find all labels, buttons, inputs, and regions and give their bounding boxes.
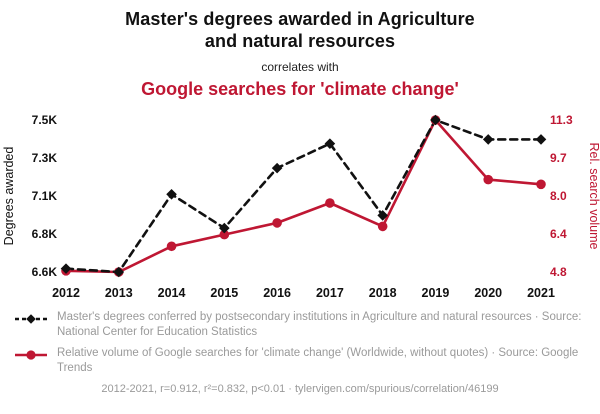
chart-header: Master's degrees awarded in Agriculture a… (0, 9, 600, 100)
data-point-marker (113, 266, 125, 278)
right-axis-tick-label: 11.3 (550, 113, 573, 127)
title-line-1: Master's degrees awarded in Agriculture (125, 9, 475, 29)
line-chart: 7.5K 11.3 7.3K 9.7 7.1K 8.0 6.8K 6.4 6.6K 4.8 2012… (2, 113, 600, 300)
right-axis-title: Rel. search volume (587, 142, 600, 249)
legend-text: Master's degrees conferred by postsecond… (57, 310, 582, 339)
data-point-marker (166, 188, 177, 200)
legend-item: Master's degrees conferred by postsecond… (14, 310, 586, 340)
right-axis-tick-label: 4.8 (550, 265, 567, 279)
left-axis-tick-label: 6.8K (32, 227, 58, 241)
data-point-marker (219, 229, 230, 240)
right-axis-tick-label: 6.4 (550, 227, 567, 241)
left-axis-tick-label: 6.6K (32, 265, 58, 279)
data-point-marker (166, 241, 177, 251)
series-line (64, 118, 543, 274)
x-axis-tick-label: 2015 (210, 286, 238, 300)
chart-area: 7.5K 11.3 7.3K 9.7 7.1K 8.0 6.8K 6.4 6.6K 4.8 2012… (0, 104, 600, 306)
legend-text: Relative volume of Google searches for '… (57, 347, 579, 375)
right-axis-tick-label: 8.0 (550, 189, 567, 203)
left-axis-tick-label: 7.1K (32, 189, 58, 203)
data-point-marker (483, 174, 494, 185)
data-point-marker (272, 217, 282, 228)
data-point-marker (377, 221, 388, 232)
left-axis-tick-label: 7.3K (32, 151, 58, 165)
x-axis-tick-label: 2014 (158, 286, 186, 300)
x-axis-tick-label: 2012 (52, 286, 80, 300)
x-axis-tick-label: 2021 (527, 286, 555, 300)
series-line (64, 118, 543, 274)
data-point-marker (325, 198, 335, 208)
title-line-2: and natural resources (204, 30, 396, 51)
x-axis-tick-label: 2018 (369, 286, 397, 300)
correlates-with-label: correlates with (261, 59, 339, 74)
data-point-marker (482, 134, 494, 145)
data-point-marker (536, 179, 546, 190)
data-point-marker (430, 114, 441, 126)
left-axis-tick-label: 7.5K (32, 113, 58, 127)
data-point-marker (324, 138, 336, 149)
right-axis-tick-label: 9.7 (550, 151, 567, 165)
x-axis-tick-label: 2020 (474, 286, 502, 300)
solid-circle-marker-icon (15, 350, 47, 360)
x-axis-tick-label: 2013 (105, 286, 133, 300)
left-axis-title: Degrees awarded (2, 147, 16, 246)
legend-item: Relative volume of Google searches for '… (14, 346, 586, 376)
secondary-title: Google searches for 'climate change' (141, 78, 459, 99)
x-axis-tick-label: 2017 (316, 286, 344, 300)
data-point-marker (271, 162, 283, 174)
footer-text: 2012-2021, r=0.912, r²=0.832, p<0.01 · t… (101, 382, 499, 395)
x-axis-tick-label: 2019 (422, 286, 450, 300)
page-title: Master's degrees awarded in Agriculture a… (0, 9, 600, 53)
data-point-marker (60, 263, 72, 274)
dashed-diamond-marker-icon (15, 314, 47, 324)
legend: Master's degrees conferred by postsecond… (0, 306, 600, 377)
x-axis-tick-label: 2016 (263, 286, 291, 300)
data-point-marker (535, 134, 547, 145)
